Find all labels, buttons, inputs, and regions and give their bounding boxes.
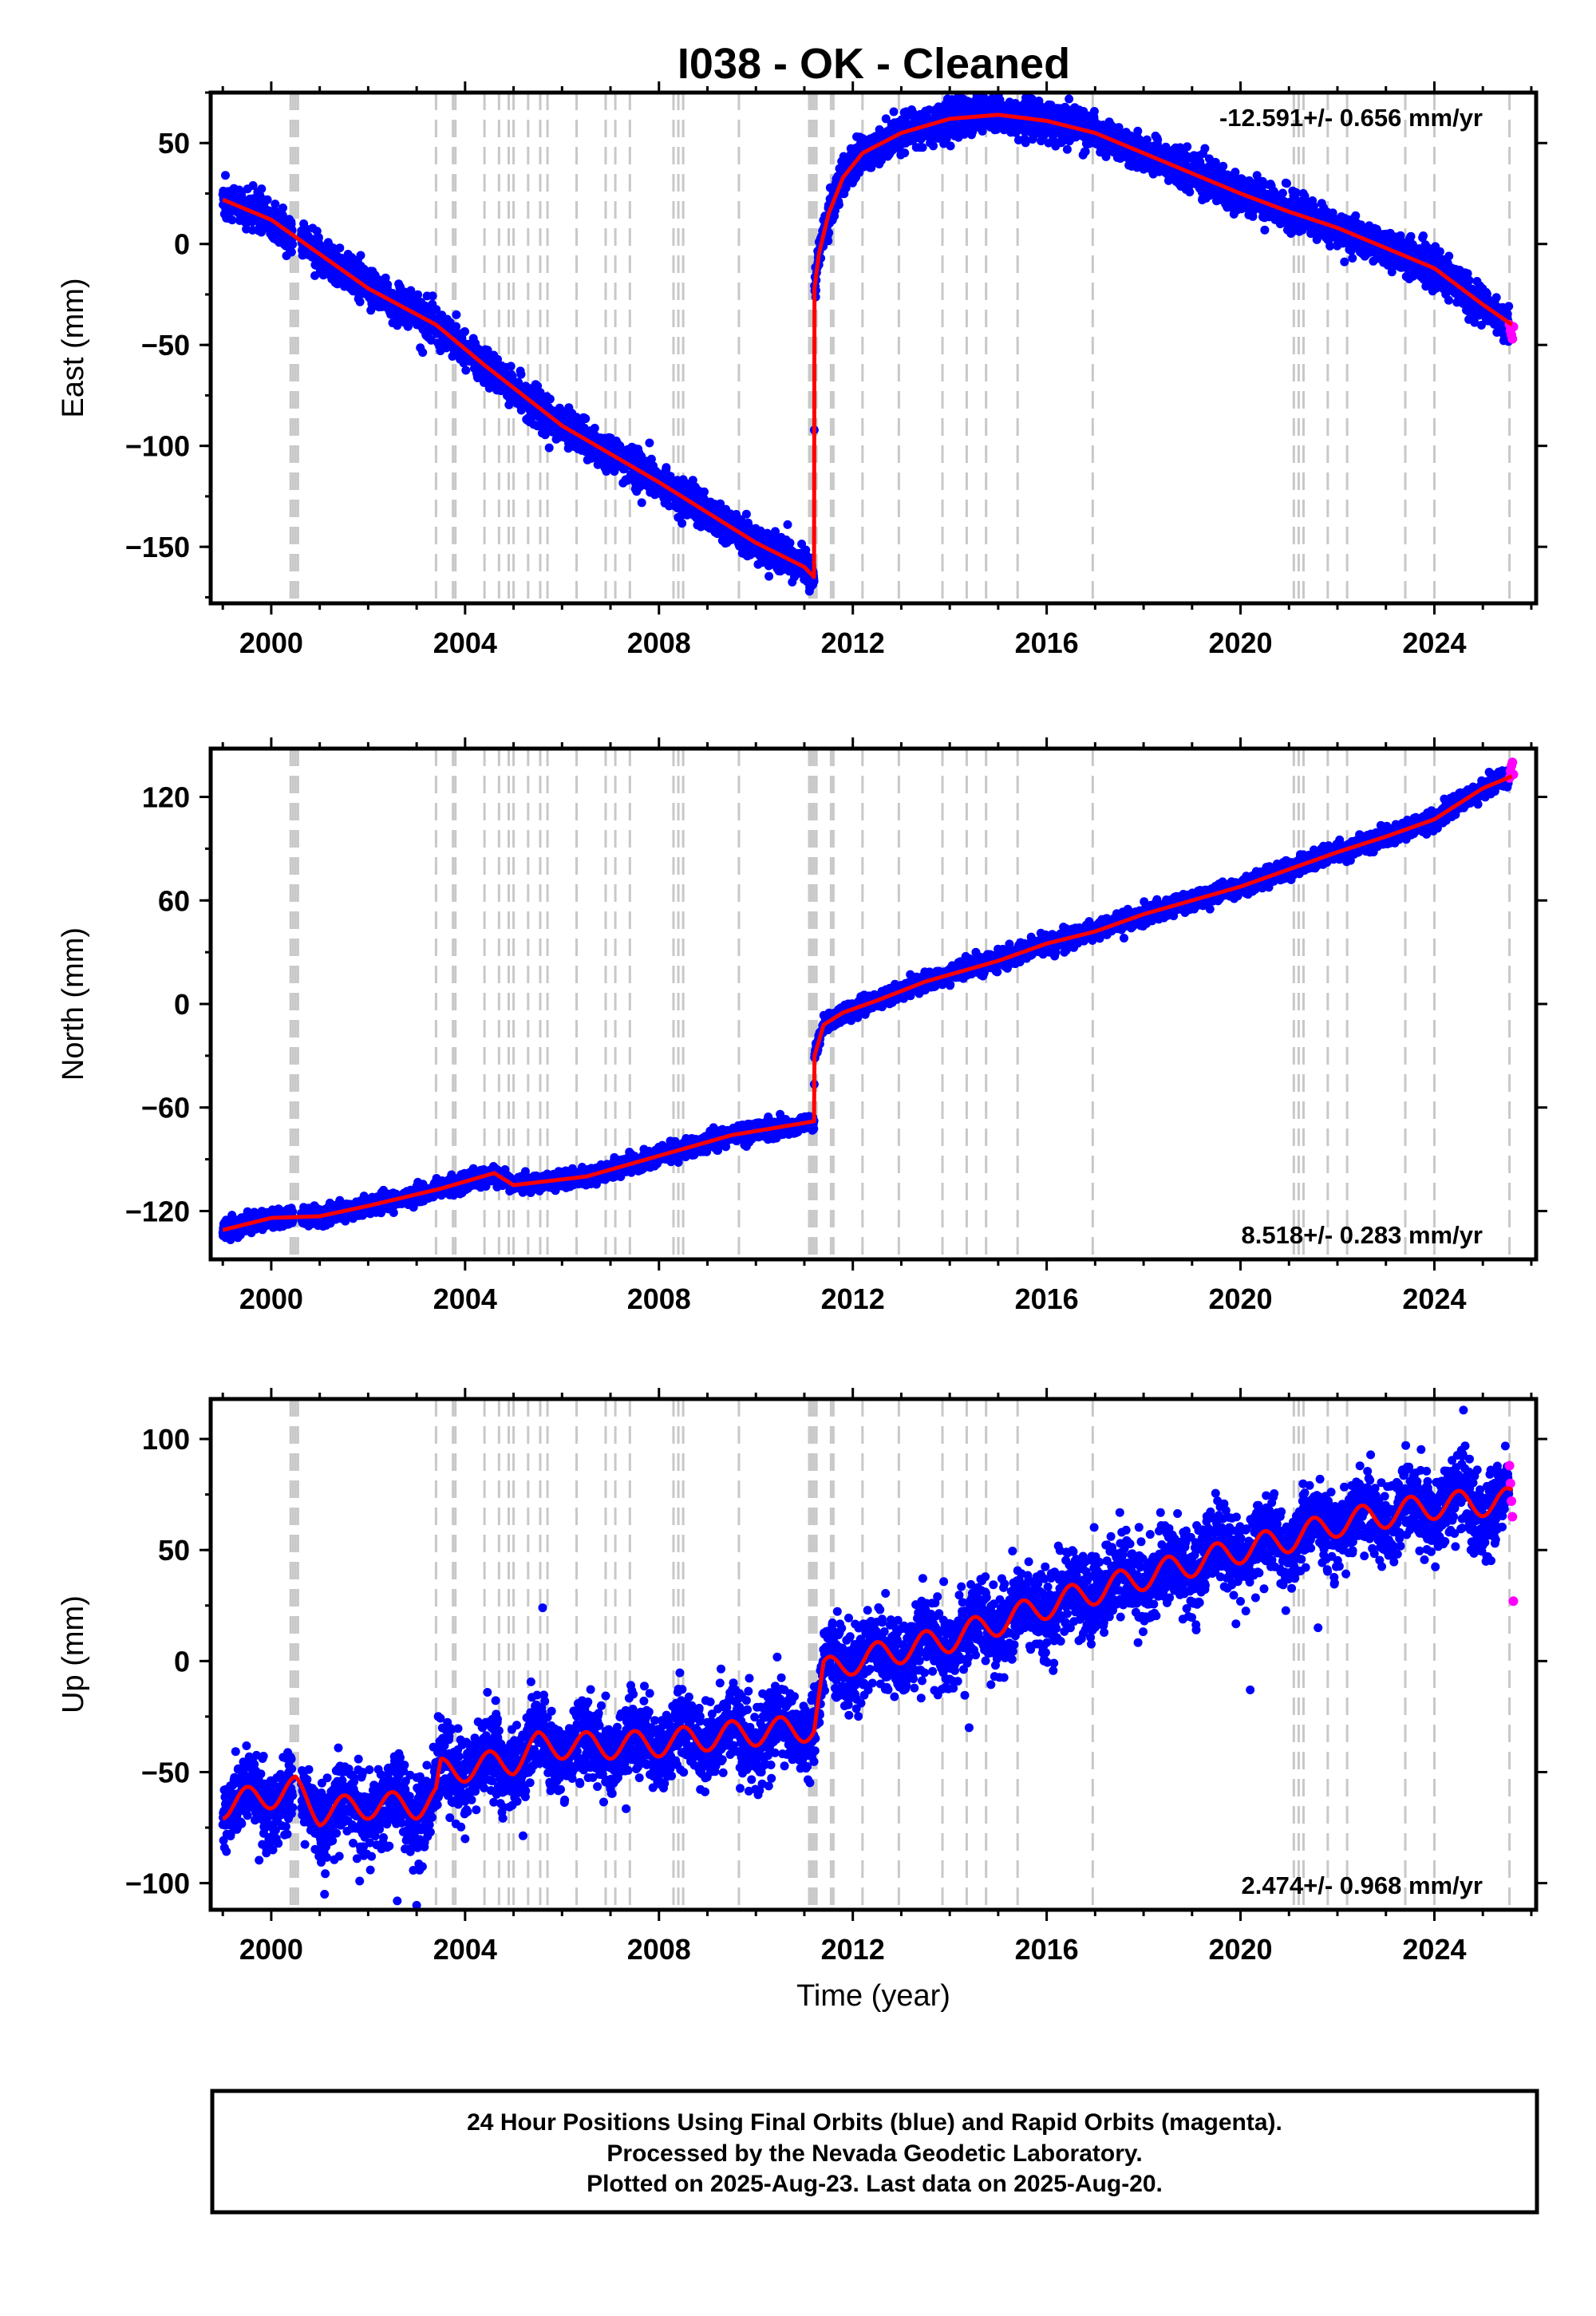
- data-point: [381, 273, 390, 283]
- data-point: [1133, 126, 1143, 136]
- data-point: [493, 354, 502, 364]
- data-point: [288, 239, 298, 249]
- data-point: [506, 362, 516, 371]
- data-point: [918, 143, 927, 152]
- data-point: [1348, 254, 1357, 263]
- data-point: [741, 509, 751, 519]
- data-point: [356, 251, 365, 260]
- data-point: [1351, 211, 1361, 220]
- data-point: [1219, 161, 1228, 171]
- data-point: [426, 335, 436, 345]
- data-point: [1340, 257, 1349, 267]
- data-point: [310, 271, 320, 280]
- data-point: [248, 181, 258, 190]
- data-point: [271, 200, 280, 209]
- data-point: [335, 243, 345, 253]
- data-point: [383, 280, 393, 290]
- data-point: [900, 148, 910, 158]
- data-point: [678, 519, 687, 528]
- data-point: [279, 204, 287, 212]
- data-point: [404, 322, 413, 331]
- data-point: [889, 107, 899, 117]
- data-point: [432, 305, 441, 314]
- chart-title: I038 - OK - Cleaned: [678, 40, 1070, 88]
- data-point: [1062, 144, 1072, 154]
- data-point: [929, 141, 938, 151]
- data-point: [545, 394, 555, 404]
- data-point: [1419, 231, 1428, 240]
- data-point: [1183, 142, 1192, 152]
- data-point: [355, 297, 365, 306]
- data-point: [1200, 144, 1210, 153]
- data-point: [1260, 225, 1270, 235]
- panels: 2000 2004 2008 2012 2016 2020 2024−150−100−500…: [57, 81, 1547, 2013]
- data-point: [946, 141, 955, 151]
- data-point: [785, 538, 795, 547]
- data-point: [221, 171, 230, 180]
- data-point: [257, 184, 267, 194]
- data-point: [1406, 231, 1416, 241]
- data-point: [581, 414, 591, 424]
- data-point: [1065, 94, 1074, 104]
- data-point: [227, 215, 237, 225]
- data-point: [286, 247, 296, 257]
- data-point: [418, 348, 428, 358]
- data-point: [645, 438, 654, 448]
- data-point: [544, 443, 554, 453]
- data-point: [764, 571, 774, 581]
- panel-1: 2000 2004 2008 2012 2016 2020 2024−150−100−500…: [57, 81, 1547, 659]
- data-point: [452, 322, 461, 331]
- data-point: [1089, 107, 1099, 116]
- data-point: [452, 310, 461, 319]
- data-point: [590, 424, 599, 433]
- data-point: [460, 327, 469, 336]
- data-point: [263, 195, 272, 204]
- data-point: [637, 498, 646, 508]
- data-point: [834, 200, 843, 209]
- data-point: [413, 290, 423, 299]
- data-point: [1153, 135, 1163, 144]
- data-point: [700, 487, 709, 496]
- data-point: [824, 236, 833, 246]
- data-point: [1080, 147, 1090, 156]
- data-point: [516, 370, 526, 379]
- data-point: [461, 366, 471, 375]
- plot-area: [218, 93, 1519, 603]
- data-point: [1278, 188, 1287, 198]
- data-point: [428, 291, 437, 301]
- final-orbit-points: [218, 93, 1514, 596]
- data-point: [1185, 188, 1195, 197]
- data-point: [783, 520, 792, 529]
- data-point: [1282, 179, 1291, 188]
